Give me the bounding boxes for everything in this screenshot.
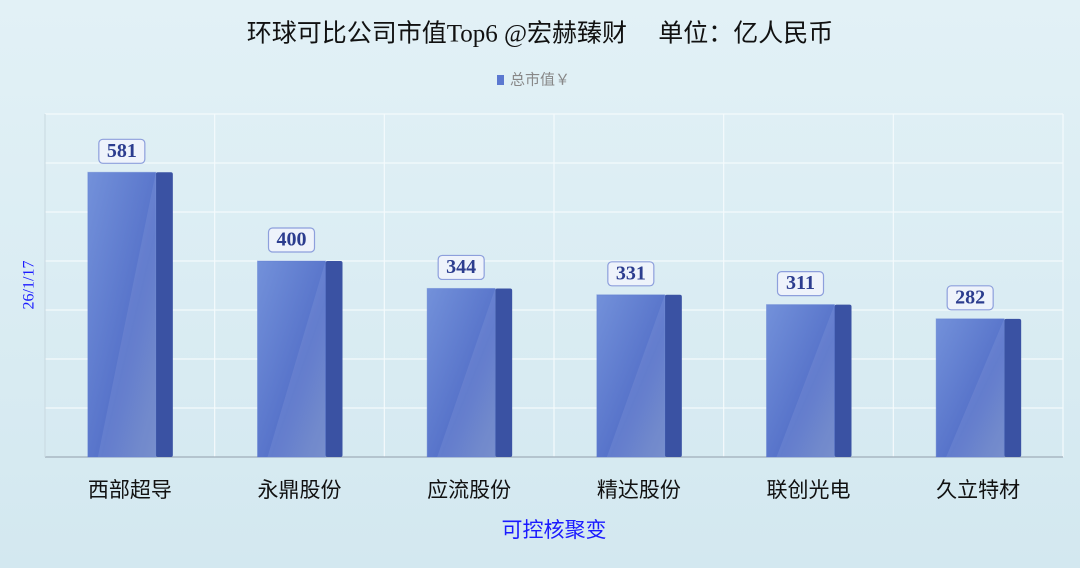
bar-highlight [97,172,156,457]
plot-area: 西部超导 581 永鼎股份 400 应流股份 344 精达股份 331 联创光电 311 久立特材 2… [44,113,1064,502]
value-label: 311 [786,272,815,294]
bar [87,171,157,458]
bar-highlight [606,294,665,457]
bar [426,287,496,458]
value-label-box [98,138,146,164]
bar [596,294,666,458]
x-tick-label: 西部超导 [88,478,172,502]
value-label-box [607,261,655,287]
value-label-box [267,227,316,253]
bar-highlight [776,304,835,457]
x-tick-label: 联创光电 [767,478,851,502]
bar-side [495,288,513,457]
value-label: 282 [955,286,985,308]
chart-title: 环球可比公司市值Top6 @宏赫臻财 单位：亿人民币 [247,20,834,48]
value-label: 400 [277,229,307,251]
bar-highlight [437,288,496,457]
bar-side [1004,318,1022,457]
x-tick-label: 应流股份 [427,478,511,502]
legend-label: 总市值￥ [510,71,570,88]
bar-side [325,261,343,457]
bar [935,318,1005,458]
bar [766,304,835,458]
value-label-box [946,285,994,311]
x-axis-label: 可控核聚变 [502,518,607,542]
bar-highlight [946,318,1005,457]
value-label: 344 [446,256,476,278]
bar-side [834,304,852,457]
bar-highlight [267,261,326,457]
value-label: 331 [616,262,646,284]
legend-swatch [497,75,504,85]
value-label-box [437,254,485,281]
bar [257,260,326,458]
value-label-box [776,271,825,297]
x-tick-label: 精达股份 [597,478,681,502]
bar-side [155,172,173,457]
value-label: 581 [107,140,137,162]
x-tick-label: 久立特材 [936,478,1020,502]
bar-side [664,294,682,457]
y-axis-label: 26/1/17 [21,261,38,310]
x-tick-label: 永鼎股份 [258,478,342,502]
